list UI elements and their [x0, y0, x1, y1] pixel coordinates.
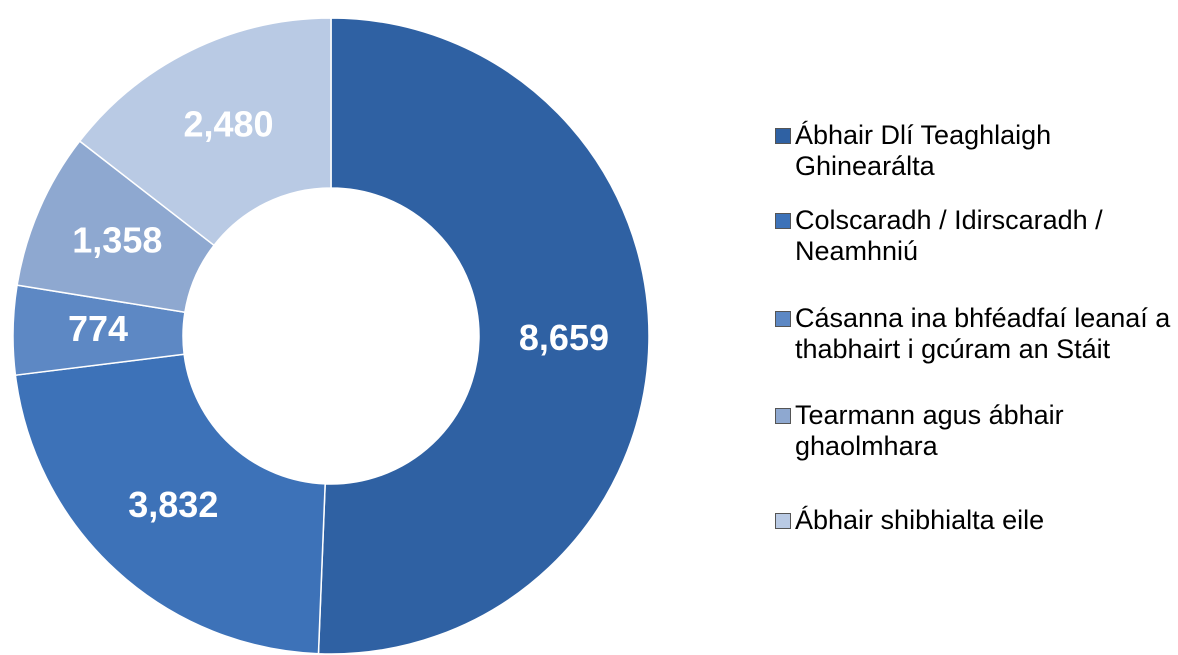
value-label: 2,480	[183, 103, 273, 144]
legend-label: Ábhair shibhialta eile	[795, 505, 1045, 535]
value-label: 3,832	[128, 484, 218, 525]
legend-swatch	[775, 128, 791, 144]
legend-label: Colscaradh / Idirscaradh / Neamhniú	[795, 205, 1103, 266]
legend-item: Tearmann agus ábhair ghaolmhara	[775, 400, 1175, 462]
legend-swatch	[775, 311, 791, 327]
value-label: 1,358	[72, 220, 162, 261]
legend-swatch	[775, 408, 791, 424]
legend-swatch	[775, 513, 791, 529]
legend-swatch	[775, 213, 791, 229]
legend-label: Ábhair Dlí Teaghlaigh Ghinearálta	[795, 120, 1052, 181]
legend-item: Ábhair Dlí Teaghlaigh Ghinearálta	[775, 120, 1175, 182]
slice	[14, 353, 326, 655]
legend-item: Cásanna ina bhféadfaí leanaí a thabhairt…	[775, 303, 1175, 365]
slice	[78, 17, 332, 247]
legend-item: Colscaradh / Idirscaradh / Neamhniú	[775, 205, 1175, 267]
value-label: 8,659	[519, 317, 609, 358]
legend-label: Cásanna ina bhféadfaí leanaí a thabhairt…	[795, 303, 1171, 364]
slice	[317, 17, 650, 655]
plot: 8,659 3,832 774 1,358 2,480	[12, 17, 650, 655]
legend-item: Ábhair shibhialta eile	[775, 505, 1175, 536]
value-label: 774	[68, 308, 128, 349]
legend-label: Tearmann agus ábhair ghaolmhara	[795, 400, 1064, 461]
